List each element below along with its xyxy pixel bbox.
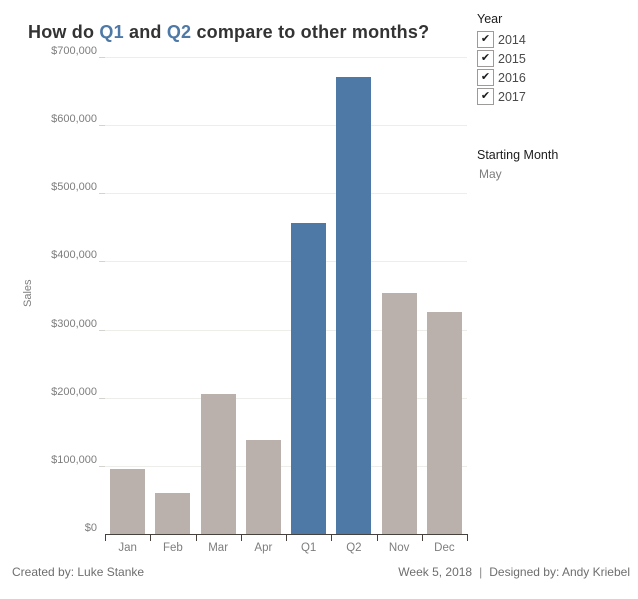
chart-title: How do Q1 and Q2 compare to other months… — [28, 22, 429, 43]
x-axis-tick — [196, 535, 197, 541]
checkbox-icon[interactable]: ✔ — [477, 49, 494, 67]
x-axis-label-nov: Nov — [388, 542, 410, 554]
year-option-label: 2014 — [498, 32, 526, 47]
x-axis-label-mar: Mar — [208, 542, 229, 554]
y-axis-tick-label: $200,000 — [51, 385, 97, 398]
y-axis-tick-label: $500,000 — [51, 181, 97, 194]
checkmark-icon: ✔ — [480, 70, 491, 83]
gridline — [105, 397, 467, 399]
y-axis-tick-label: $0 — [84, 522, 97, 534]
title-text-3: compare to other months? — [191, 22, 430, 42]
year-checkbox-list: ✔ 2014 ✔ 2015 ✔ 2016 ✔ 2017 — [477, 30, 629, 106]
footer-separator: | — [479, 565, 483, 579]
bar-mar[interactable] — [200, 394, 236, 534]
x-axis-label-q1: Q1 — [300, 542, 317, 554]
bar-q2[interactable] — [336, 77, 372, 534]
year-option-label: 2016 — [498, 70, 526, 85]
year-filter-option-2016[interactable]: ✔ 2016 — [477, 68, 629, 87]
x-axis-line — [105, 534, 468, 541]
x-axis-tick — [422, 535, 423, 541]
x-axis-category-labels: Jan Feb Mar Apr Q1 Q2 Nov Dec — [105, 540, 467, 556]
starting-month-parameter: Starting Month May — [477, 148, 629, 181]
x-axis-label-jan: Jan — [118, 542, 137, 554]
y-axis-tick — [99, 57, 105, 58]
checkbox-icon[interactable]: ✔ — [477, 68, 494, 86]
gridline — [105, 329, 467, 331]
y-axis-tick-label: $100,000 — [51, 453, 97, 466]
x-axis-tick — [286, 535, 287, 541]
gridline — [105, 57, 467, 58]
starting-month-label: Starting Month — [477, 148, 559, 162]
gridline — [105, 125, 467, 127]
x-axis-tick — [377, 535, 378, 541]
x-axis-label-feb: Feb — [162, 542, 183, 554]
year-option-label: 2015 — [498, 51, 526, 66]
footer-created-by: Created by: Luke Stanke — [12, 565, 145, 579]
year-filter-panel: Year ✔ 2014 ✔ 2015 ✔ 2016 ✔ 2017 — [477, 12, 629, 106]
checkbox-icon[interactable]: ✔ — [477, 30, 494, 48]
title-text-2: and — [123, 22, 167, 42]
bar-q1[interactable] — [291, 223, 327, 534]
y-axis-tick-label: $300,000 — [51, 317, 97, 330]
year-filter-option-2017[interactable]: ✔ 2017 — [477, 87, 629, 106]
x-axis-tick — [467, 535, 468, 541]
footer-credits: Week 5, 2018 | Designed by: Andy Kriebel — [398, 565, 630, 579]
checkmark-icon: ✔ — [480, 51, 491, 64]
bar-feb[interactable] — [155, 493, 191, 534]
title-q1-highlight: Q1 — [99, 22, 124, 42]
year-filter-option-2015[interactable]: ✔ 2015 — [477, 49, 629, 68]
gridline — [105, 465, 467, 467]
bar-nov[interactable] — [381, 293, 417, 534]
y-axis-tick — [99, 125, 105, 127]
x-axis-label-dec: Dec — [434, 542, 455, 554]
footer-week: Week 5, 2018 — [398, 565, 473, 579]
y-axis-tick — [99, 465, 105, 467]
bar-chart-plot-area — [99, 57, 467, 534]
year-option-label: 2017 — [498, 89, 526, 104]
gridline — [105, 193, 467, 195]
gridline — [105, 261, 467, 263]
x-axis-tick — [105, 535, 106, 541]
checkmark-icon: ✔ — [480, 32, 491, 45]
y-axis-tick-label: $600,000 — [51, 113, 97, 126]
starting-month-value[interactable]: May — [479, 167, 502, 181]
x-axis-tick — [331, 535, 332, 541]
y-axis-tick — [99, 397, 105, 399]
y-axis-tick — [99, 193, 105, 195]
y-axis-tick — [99, 329, 105, 331]
bar-apr[interactable] — [245, 440, 281, 534]
y-axis-tick — [99, 261, 105, 263]
title-q2-highlight: Q2 — [166, 22, 192, 42]
x-axis-tick — [150, 535, 151, 541]
footer-designed-by: Designed by: Andy Kriebel — [489, 565, 630, 579]
y-axis-tick-label: $700,000 — [51, 45, 97, 57]
x-axis-label-q2: Q2 — [346, 542, 362, 554]
x-axis-label-apr: Apr — [254, 542, 273, 554]
title-text-1: How do — [28, 22, 100, 42]
bar-dec[interactable] — [426, 312, 462, 534]
y-axis-tick-label: $400,000 — [51, 249, 97, 262]
year-filter-option-2014[interactable]: ✔ 2014 — [477, 30, 629, 49]
checkmark-icon: ✔ — [480, 89, 491, 102]
year-filter-label: Year — [477, 12, 503, 26]
y-axis-tick-labels: $0 $100,000 $200,000 $300,000 $400,000 $500,0… — [0, 45, 97, 534]
x-axis-tick — [241, 535, 242, 541]
checkbox-icon[interactable]: ✔ — [477, 87, 494, 105]
bar-jan[interactable] — [110, 469, 146, 534]
